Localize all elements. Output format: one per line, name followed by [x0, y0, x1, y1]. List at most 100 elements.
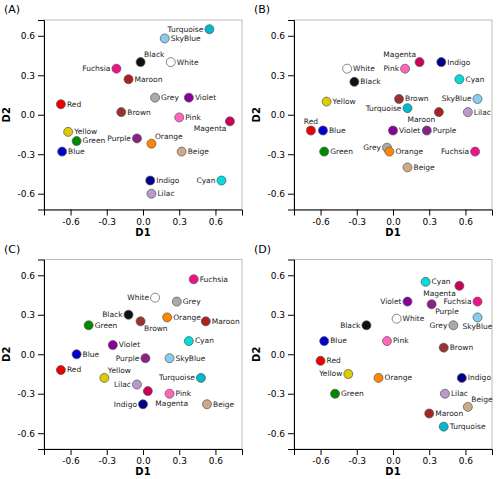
point-label: Beige — [471, 395, 493, 404]
point — [331, 389, 340, 398]
point-label: Brown — [127, 108, 151, 117]
point-label: Magenta — [155, 399, 188, 408]
panel-title: (C) — [4, 243, 20, 256]
point-label: Cyan — [195, 336, 214, 345]
point-label: Yellow — [107, 366, 131, 375]
y-tick-label: 0.0 — [271, 110, 286, 120]
point-label: SkyBlue — [463, 322, 493, 331]
point-label: Turquoise — [365, 104, 402, 113]
point — [132, 380, 141, 389]
point-label: Grey — [430, 321, 448, 330]
point-label: Turquoise — [167, 25, 204, 34]
point — [143, 387, 152, 396]
x-tick-label: 0.3 — [423, 456, 437, 466]
point — [320, 337, 329, 346]
point-label: Lilac — [157, 189, 174, 198]
x-tick-label: 0.6 — [209, 217, 224, 227]
point-labels: CyanMagentaFuchsiaVioletPurpleSkyBlueWhi… — [318, 277, 493, 431]
y-tick-mark — [288, 394, 294, 395]
x-tick-mark — [143, 210, 144, 216]
x-tick-label: 0.3 — [423, 217, 437, 227]
x-tick-label: 0.3 — [173, 217, 187, 227]
points — [56, 25, 234, 198]
point — [151, 293, 160, 302]
point-label: Red — [327, 356, 341, 365]
y-tick: 0.6 — [271, 271, 294, 281]
point — [146, 176, 155, 185]
point — [163, 313, 172, 322]
point — [201, 317, 210, 326]
x-tick-label: -0.3 — [98, 217, 116, 227]
y-axis-line — [38, 21, 45, 211]
point — [117, 108, 126, 117]
x-tick-mark — [215, 449, 216, 455]
point-label: Indigo — [468, 373, 492, 382]
y-tick: 0.0 — [271, 350, 294, 360]
y-tick-label: -0.6 — [17, 429, 35, 439]
y-tick: -0.6 — [267, 189, 294, 199]
y-axis: -0.6-0.30.00.30.6 — [267, 260, 294, 450]
point-label: Lilac — [451, 389, 468, 398]
point-label: SkyBlue — [171, 34, 201, 43]
point-label: Magenta — [194, 124, 227, 133]
x-tick-label: -0.6 — [62, 456, 80, 466]
point — [425, 409, 434, 418]
x-tick-label: 0.6 — [209, 456, 224, 466]
y-tick-mark — [288, 75, 294, 76]
y-tick-label: 0.6 — [21, 271, 36, 281]
x-tick-mark — [429, 449, 430, 455]
x-tick-label: -0.3 — [348, 456, 366, 466]
point — [422, 126, 431, 135]
point — [403, 104, 412, 113]
point — [440, 389, 449, 398]
point-label: White — [127, 293, 149, 302]
point — [225, 117, 234, 126]
point — [473, 313, 482, 322]
point-label: Cyan — [196, 176, 215, 185]
point — [184, 93, 193, 102]
y-tick: 0.3 — [21, 71, 44, 81]
point-label: Lilac — [474, 108, 491, 117]
x-axis-line — [295, 450, 493, 456]
y-tick-label: 0.0 — [21, 350, 36, 360]
point — [175, 113, 184, 122]
point — [344, 369, 353, 378]
point-label: Blue — [83, 350, 100, 359]
point-label: Turquoise — [449, 422, 486, 431]
y-tick-mark — [38, 275, 44, 276]
y-tick-mark — [38, 315, 44, 316]
point — [316, 356, 325, 365]
x-tick: 0.0 — [386, 210, 401, 227]
point — [184, 337, 193, 346]
x-tick-mark — [357, 210, 358, 216]
x-tick: 0.3 — [173, 210, 187, 227]
point — [217, 176, 226, 185]
y-tick-mark — [288, 194, 294, 195]
x-tick: -0.6 — [62, 449, 80, 466]
point-label: Fuchsia — [200, 275, 228, 284]
point-label: Violet — [380, 297, 401, 306]
point — [395, 94, 404, 103]
point — [463, 108, 472, 117]
point-label: Yellow — [73, 127, 97, 136]
point-label: Grey — [161, 93, 179, 102]
x-tick-mark — [71, 449, 72, 455]
point-label: Beige — [413, 163, 435, 172]
x-axis-title: D1 — [135, 466, 150, 477]
y-axis-title: D2 — [251, 347, 262, 362]
y-tick: -0.3 — [267, 150, 294, 160]
point-label: Blue — [329, 126, 346, 135]
y-axis: -0.6-0.30.00.30.6 — [17, 260, 44, 450]
point — [189, 275, 198, 284]
y-tick-mark — [38, 154, 44, 155]
y-tick-label: 0.6 — [271, 31, 286, 41]
point — [415, 58, 424, 67]
point-label: Violet — [195, 93, 216, 102]
point-label: Maroon — [212, 317, 240, 326]
x-tick: 0.0 — [386, 449, 401, 466]
point-label: Grey — [183, 297, 201, 306]
x-tick-mark — [71, 210, 72, 216]
point-label: Orange — [173, 313, 201, 322]
point-label: Blue — [330, 336, 347, 345]
point — [205, 25, 214, 34]
